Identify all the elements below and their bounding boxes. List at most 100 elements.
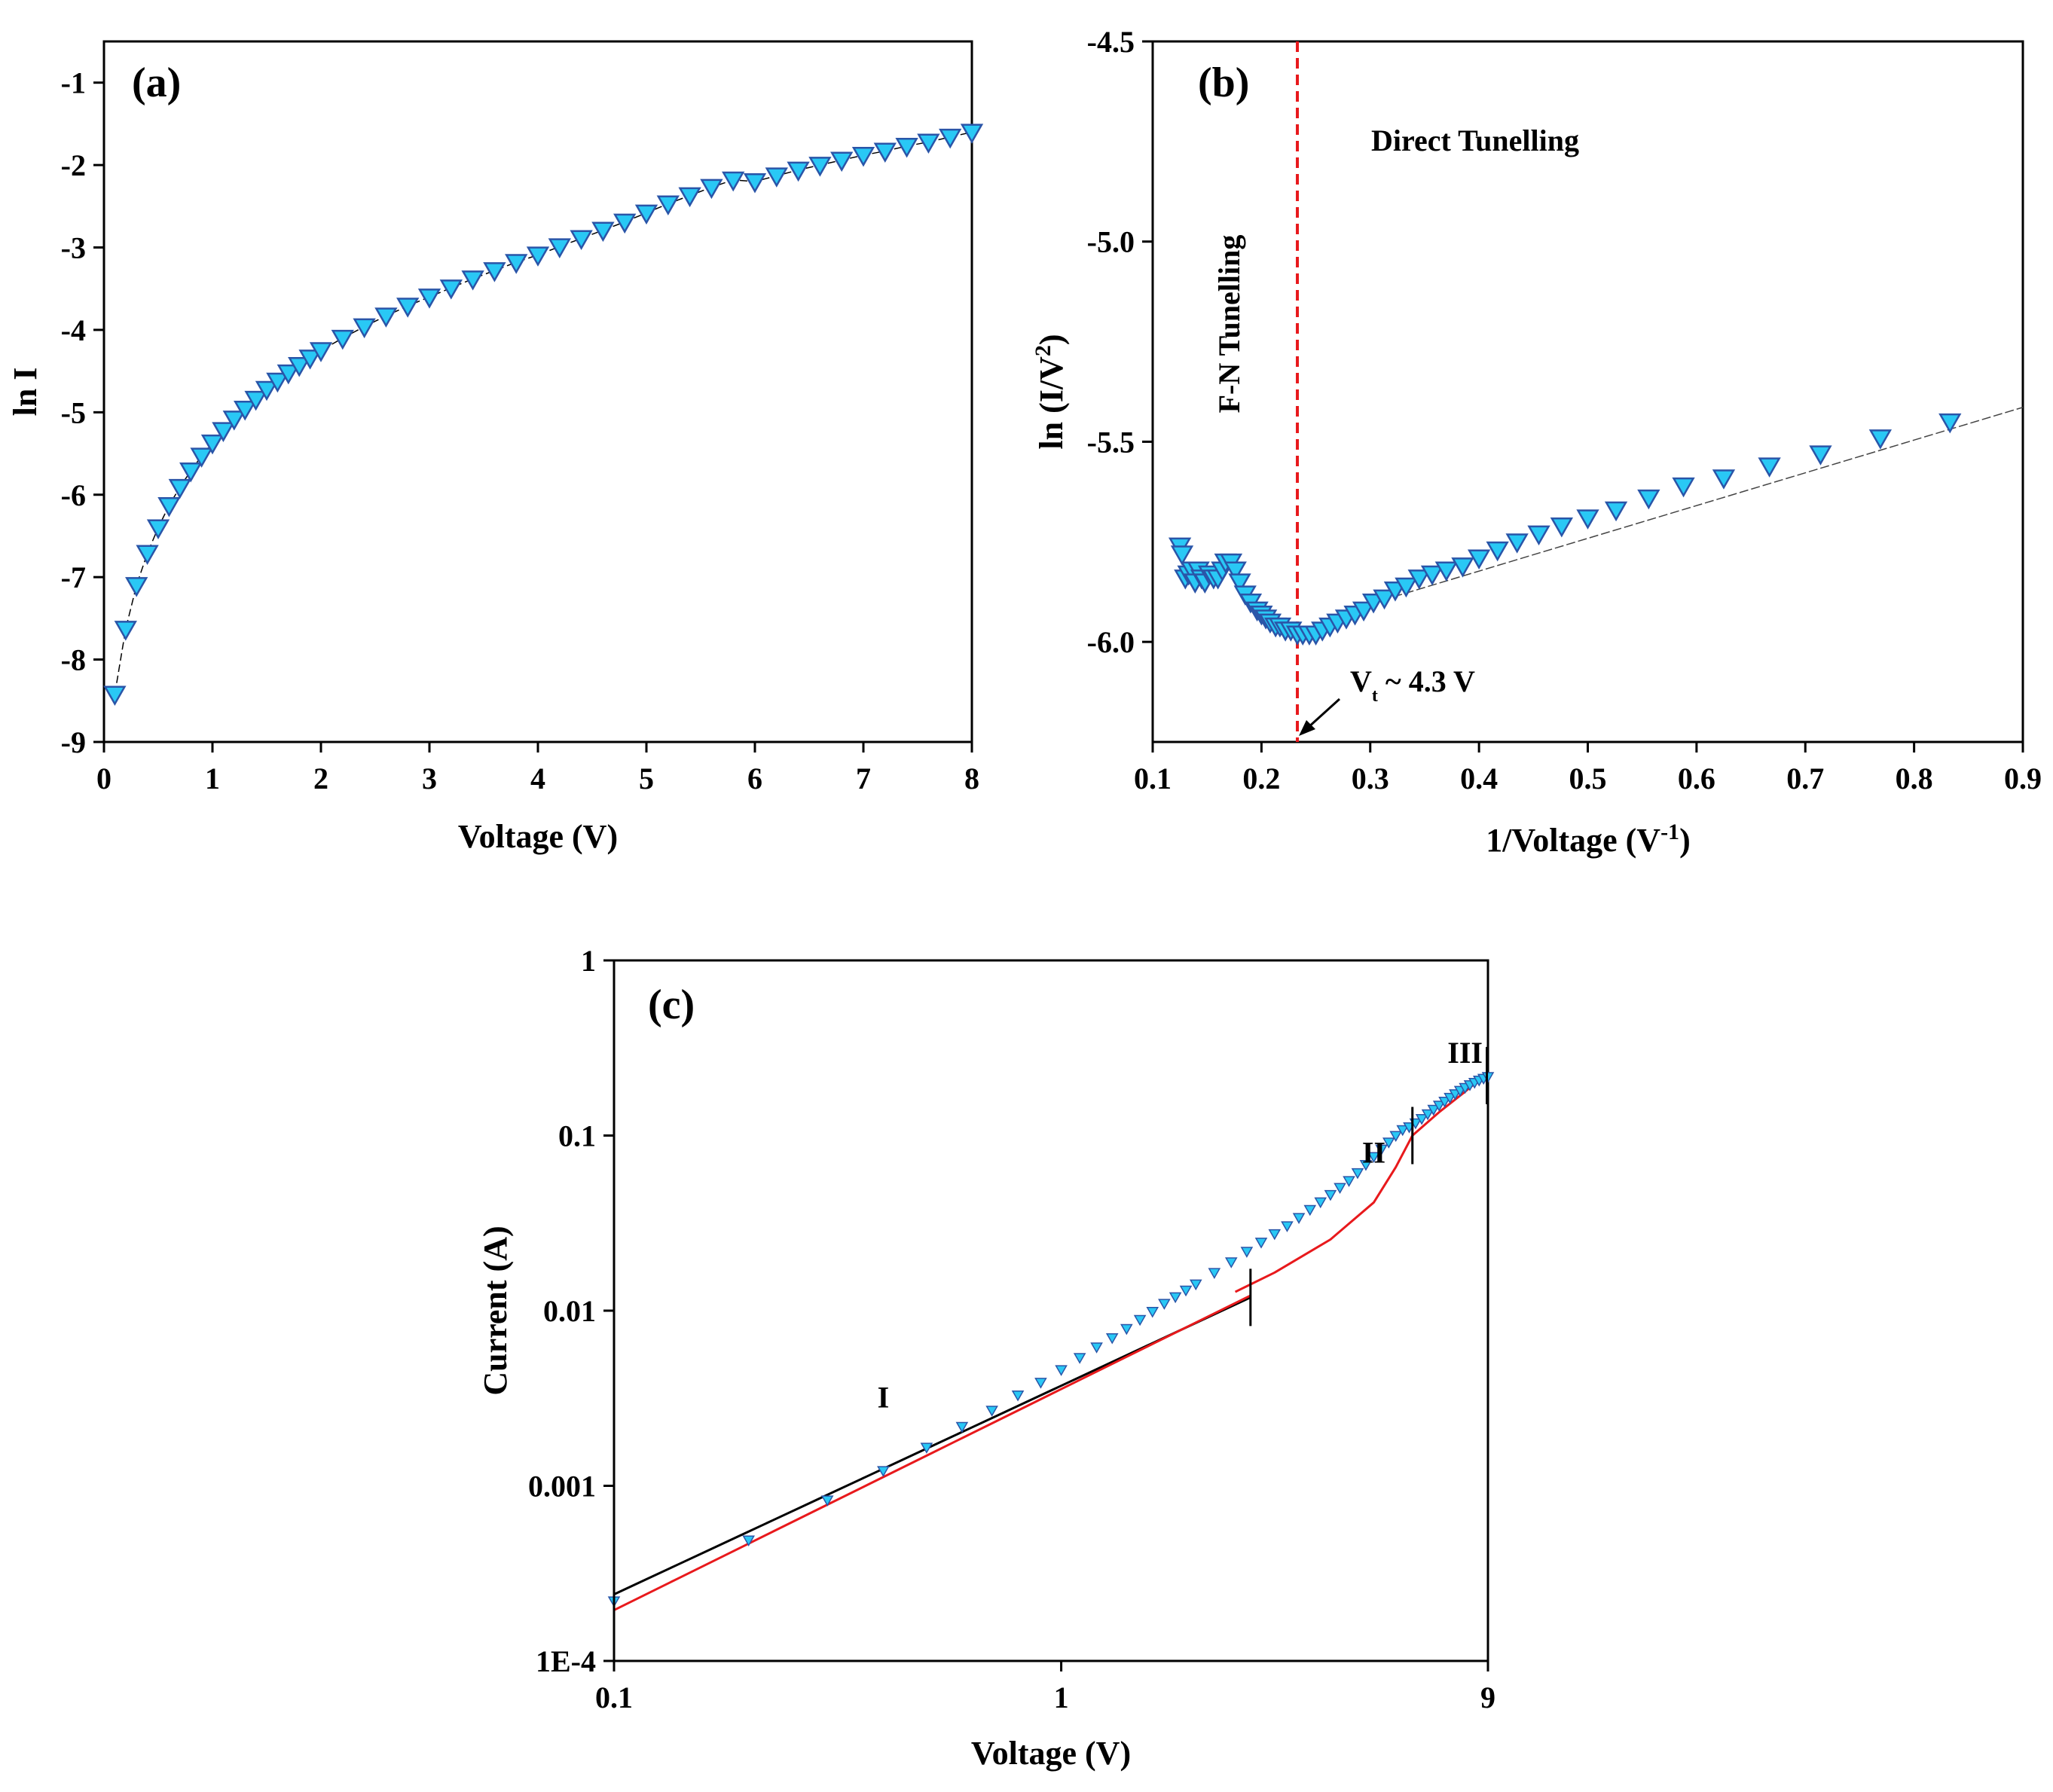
point-a-44 (851, 146, 875, 167)
point-a-8 (190, 447, 213, 468)
point-c-42 (1421, 1109, 1434, 1121)
y-tick-label-b-0: -6.0 (1087, 625, 1135, 659)
plot-area-frame-c (613, 959, 1489, 1662)
x-tick-label-a-0: 0 (96, 762, 112, 795)
y-tick-label-a-0: -9 (61, 725, 86, 759)
point-a-17 (288, 356, 311, 377)
point-a-40 (765, 167, 788, 188)
panel-label-c: (c) (648, 981, 695, 1028)
x-tick-label-a-3: 3 (422, 762, 437, 795)
y-tick-label-c-1: 0.001 (528, 1470, 596, 1504)
point-c-13 (1120, 1323, 1133, 1336)
point-b-47 (1505, 533, 1529, 554)
point-b-15 (1224, 561, 1247, 582)
point-c-36 (1382, 1137, 1395, 1149)
point-b-52 (1637, 489, 1660, 510)
point-c-20 (1208, 1268, 1221, 1279)
point-c-30 (1334, 1183, 1346, 1194)
point-b-53 (1672, 477, 1695, 498)
x-axis-ticks-a: 0 1 2 3 4 5 6 7 8 (96, 742, 979, 795)
panel-label-b: (b) (1198, 60, 1249, 106)
x-tick-label-b-6: 0.7 (1786, 762, 1824, 795)
point-c-17 (1169, 1292, 1182, 1304)
point-b-51 (1604, 501, 1628, 522)
point-a-49 (960, 124, 984, 144)
panel-label-a: (a) (132, 60, 181, 106)
annotation-fn-tunelling: F-N Tunelling (1212, 235, 1246, 414)
y-tick-label-c-2: 0.01 (543, 1294, 596, 1328)
point-b-36 (1352, 601, 1376, 622)
point-c-27 (1303, 1204, 1317, 1217)
point-c-11 (1090, 1342, 1103, 1354)
point-a-31 (570, 230, 593, 251)
y-tick-label-a-1: -8 (61, 643, 86, 677)
point-a-5 (157, 496, 181, 517)
point-a-11 (222, 411, 246, 431)
y-axis-ticks-a: -9 -8 -7 -6 -5 -4 -3 -2 -1 (61, 66, 104, 759)
x-axis-label-b-tail: ) (1679, 822, 1691, 859)
x-tick-label-b-4: 0.5 (1569, 762, 1607, 795)
data-points-b (1168, 413, 1962, 646)
point-c-2 (820, 1495, 834, 1507)
point-b-41 (1407, 569, 1431, 590)
y-axis-label-b-base: ln (I/V (1033, 356, 1070, 450)
point-a-18 (298, 350, 322, 370)
x-axis-ticks-b: 0.1 0.2 0.3 0.4 0.5 0.6 0.7 0.8 0.9 (1134, 742, 2042, 795)
point-a-19 (309, 342, 333, 362)
region-boundaries (613, 1046, 1489, 1623)
point-b-1 (1170, 545, 1194, 566)
point-b-44 (1451, 557, 1474, 578)
fit-line-c-1 (613, 1294, 1251, 1611)
point-a-22 (374, 307, 398, 328)
point-c-44 (1432, 1101, 1446, 1112)
data-points-c (607, 1072, 1495, 1607)
point-c-6 (985, 1406, 998, 1417)
point-b-54 (1712, 469, 1736, 490)
point-a-45 (873, 142, 897, 163)
y-tick-label-c-3: 0.1 (558, 1119, 596, 1153)
point-b-16 (1228, 573, 1251, 594)
point-c-21 (1224, 1257, 1238, 1268)
y-axis-ticks-c: 1E-4 0.001 0.01 0.1 1 (528, 944, 614, 1678)
y-tick-label-a-8: -1 (61, 66, 86, 100)
point-c-3 (877, 1466, 890, 1477)
y-axis-label-b-tail: ) (1033, 334, 1070, 345)
point-c-18 (1179, 1285, 1193, 1297)
point-c-14 (1133, 1314, 1147, 1326)
point-b-45 (1467, 549, 1491, 570)
point-a-21 (353, 318, 376, 339)
point-a-4 (146, 519, 170, 540)
data-points-a (103, 124, 984, 707)
fit-line-b-segment (1370, 407, 2024, 605)
x-axis-label-c: Voltage (V) (971, 1735, 1131, 1772)
point-c-9 (1055, 1365, 1068, 1376)
point-c-41 (1415, 1113, 1428, 1125)
point-a-37 (700, 179, 723, 200)
point-b-46 (1486, 541, 1509, 562)
point-a-7 (179, 463, 203, 483)
y-axis-ticks-b: -6.0 -5.5 -5.0 -4.5 (1087, 25, 1153, 659)
point-a-0 (103, 685, 127, 707)
point-c-8 (1034, 1378, 1047, 1389)
chart-panel-b: 0.1 0.2 0.3 0.4 0.5 0.6 0.7 0.8 0.9 -6.0 -5.5 -5.0… (1031, 25, 2042, 859)
point-b-58 (1938, 413, 1962, 434)
x-tick-label-a-7: 7 (856, 762, 871, 795)
point-c-5 (955, 1421, 969, 1433)
y-axis-label-a: ln I (7, 368, 44, 417)
x-tick-label-b-7: 0.8 (1896, 762, 1933, 795)
x-tick-label-b-5: 0.6 (1678, 762, 1715, 795)
point-a-26 (461, 270, 484, 291)
guide-line-a (114, 131, 973, 695)
x-axis-label-b-base: 1/Voltage (V (1486, 822, 1660, 859)
annotation-vt-base: V (1350, 664, 1372, 698)
point-b-42 (1420, 565, 1444, 586)
x-tick-label-b-0: 0.1 (1134, 762, 1172, 795)
fit-lines-c (613, 1073, 1488, 1611)
point-b-55 (1758, 457, 1781, 478)
x-tick-label-c-0: 0.1 (595, 1681, 633, 1714)
point-a-48 (939, 128, 962, 149)
point-c-19 (1189, 1279, 1202, 1291)
x-tick-label-a-1: 1 (205, 762, 220, 795)
point-b-57 (1868, 429, 1893, 450)
